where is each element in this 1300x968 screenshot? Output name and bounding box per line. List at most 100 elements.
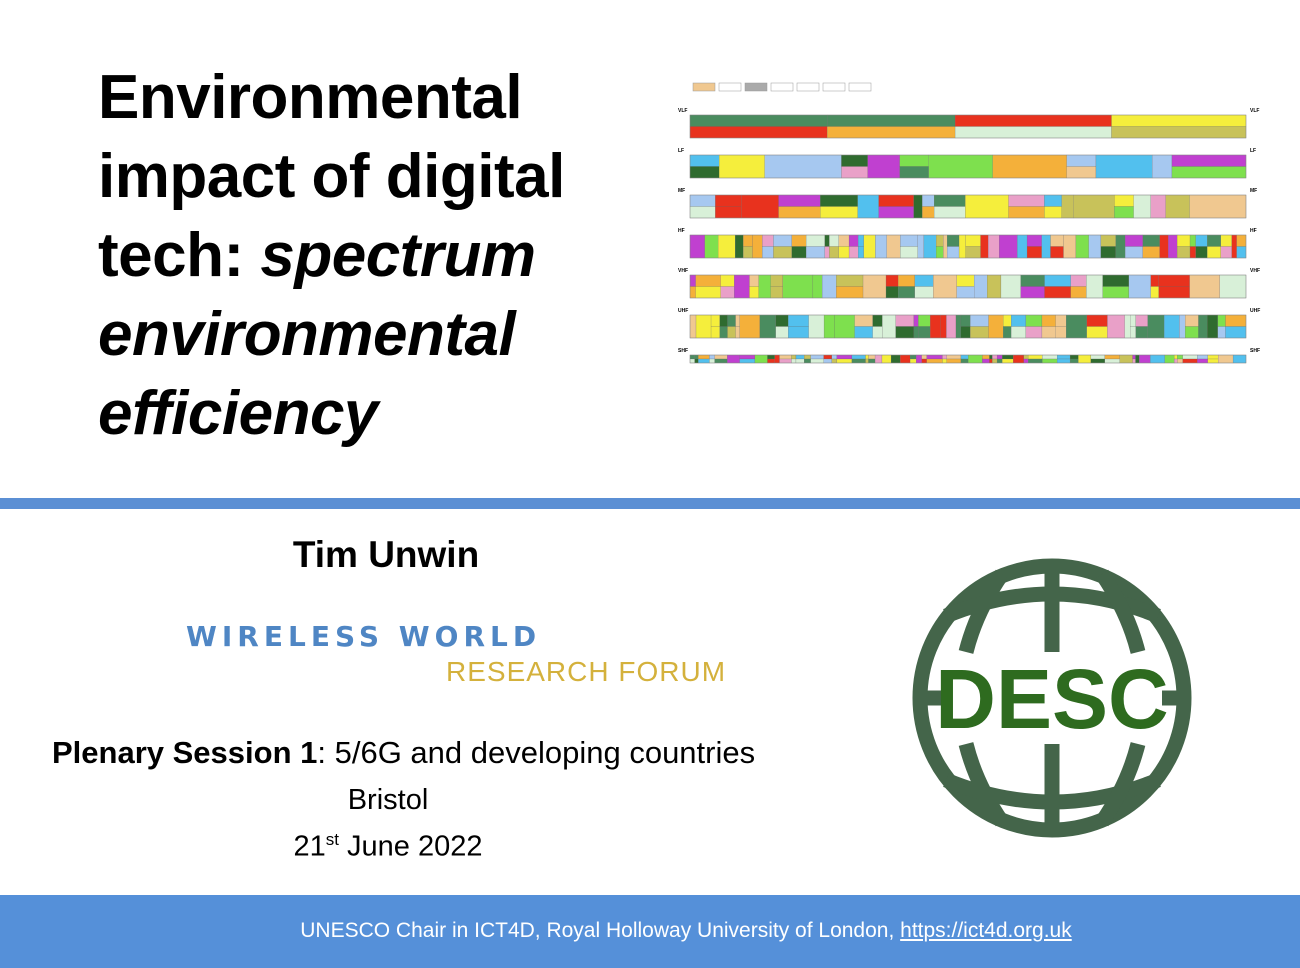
spectrum-block — [885, 286, 899, 299]
spectrum-block — [921, 354, 927, 360]
spectrum-block — [1125, 246, 1143, 259]
spectrum-block — [823, 358, 833, 364]
spectrum-block — [1177, 354, 1183, 360]
spectrum-block — [898, 286, 915, 299]
footer-bar: UNESCO Chair in ICT4D, Royal Holloway Un… — [0, 895, 1300, 968]
spectrum-block — [992, 354, 998, 360]
spectrum-block — [918, 314, 931, 327]
spectrum-block — [727, 314, 736, 327]
spectrum-block — [886, 234, 901, 259]
spectrum-block — [1002, 354, 1014, 360]
spectrum-block — [1130, 326, 1136, 339]
spectrum-block — [1177, 358, 1183, 364]
spectrum-block — [848, 246, 859, 259]
band-label: HF — [678, 228, 685, 234]
spectrum-block — [1195, 246, 1208, 259]
spectrum-block — [1061, 194, 1074, 219]
spectrum-block — [1056, 358, 1071, 364]
spectrum-block — [1231, 234, 1237, 259]
spectrum-block — [838, 234, 850, 247]
spectrum-block — [914, 286, 934, 299]
spectrum-block — [1135, 314, 1148, 327]
spectrum-block — [838, 246, 850, 259]
spectrum-block — [988, 234, 1000, 259]
footer-link[interactable]: https://ict4d.org.uk — [900, 919, 1072, 942]
spectrum-block — [934, 194, 966, 207]
spectrum-block — [788, 326, 809, 339]
spectrum-block — [956, 274, 975, 287]
spectrum-block — [1078, 354, 1092, 364]
spectrum-block — [1017, 234, 1028, 259]
spectrum-block — [1236, 234, 1247, 247]
spectrum-block — [980, 234, 989, 259]
spectrum-block — [956, 286, 975, 299]
spectrum-block — [770, 286, 783, 299]
title-text: tech: — [98, 221, 261, 290]
spectrum-block — [774, 354, 780, 364]
spectrum-block — [734, 274, 750, 299]
band-label: MF — [678, 188, 685, 194]
spectrum-block — [689, 274, 696, 287]
spectrum-block — [1217, 326, 1226, 339]
spectrum-block — [715, 194, 742, 207]
band-frame — [689, 314, 1247, 339]
city: Bristol — [347, 784, 429, 816]
spectrum-block — [1044, 194, 1062, 207]
spectrum-block — [829, 246, 839, 259]
spectrum-block — [1066, 154, 1097, 167]
spectrum-block — [1075, 234, 1089, 259]
spectrum-block — [1020, 286, 1045, 299]
spectrum-block — [827, 114, 956, 127]
spectrum-block — [1132, 358, 1136, 364]
spectrum-block — [1189, 234, 1196, 247]
spectrum-block — [719, 314, 728, 327]
spectrum-block — [922, 194, 935, 207]
spectrum-block — [778, 206, 821, 219]
spectrum-block — [1050, 246, 1064, 259]
spectrum-block — [1025, 326, 1043, 339]
spectrum-block — [1073, 194, 1115, 219]
footer-text: UNESCO Chair in ICT4D, Royal Holloway Un… — [0, 919, 1300, 943]
spectrum-block — [689, 234, 705, 259]
spectrum-block — [1086, 274, 1103, 299]
spectrum-block — [913, 326, 919, 339]
spectrum-block — [895, 314, 915, 327]
spectrum-block — [1008, 206, 1045, 219]
spectrum-block — [992, 154, 1067, 179]
legend-swatch — [718, 82, 742, 92]
spectrum-block — [752, 234, 763, 259]
spectrum-block — [1069, 358, 1079, 364]
spectrum-block — [989, 358, 993, 364]
spectrum-block — [1139, 354, 1151, 364]
spectrum-block — [982, 358, 990, 364]
spectrum-block — [1124, 314, 1131, 339]
date-day: 21 — [293, 830, 326, 863]
spectrum-block — [926, 354, 943, 360]
spectrum-block — [1050, 234, 1064, 247]
spectrum-block — [1028, 354, 1043, 360]
spectrum-block — [743, 234, 753, 247]
spectrum-block — [909, 358, 917, 364]
spectrum-block — [1225, 326, 1247, 339]
spectrum-block — [1171, 166, 1247, 179]
spectrum-block — [1102, 274, 1130, 287]
spectrum-block — [943, 234, 948, 259]
title-line: environmental — [98, 300, 516, 369]
spectrum-block — [1135, 326, 1148, 339]
spectrum-block — [874, 354, 883, 364]
spectrum-block — [689, 126, 828, 139]
spectrum-block — [1070, 286, 1087, 299]
spectrum-block — [1207, 246, 1221, 259]
title-line: efficiency — [98, 379, 378, 448]
spectrum-block — [1177, 234, 1191, 247]
spectrum-block — [727, 354, 740, 364]
spectrum-block — [1195, 234, 1208, 247]
spectrum-block — [1197, 358, 1208, 364]
spectrum-block — [1142, 234, 1160, 247]
spectrum-block — [1150, 354, 1165, 364]
spectrum-block — [824, 246, 830, 259]
spectrum-block — [1056, 354, 1071, 360]
spectrum-block — [775, 326, 789, 339]
spectrum-block — [720, 274, 735, 287]
spectrum-block — [1044, 206, 1062, 219]
